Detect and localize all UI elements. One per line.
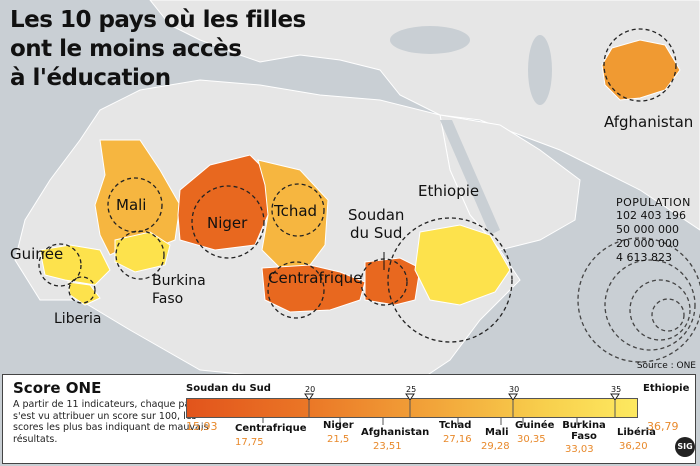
red-sea (440, 120, 500, 235)
map-title: Les 10 pays où les filles ont le moins a… (10, 6, 306, 93)
circle-burkina (115, 230, 165, 280)
label-tchad: Tchad (274, 202, 318, 220)
land-europe (149, 0, 700, 231)
label-guinee: Guinée (10, 245, 64, 263)
caspian-sea (528, 35, 552, 105)
circle-guinee (38, 243, 82, 287)
title-line-2: ont le moins accès (10, 36, 242, 62)
tick-35: 35 (611, 385, 622, 394)
label-afghanistan: Afghanistan (604, 113, 694, 131)
population-value-1: 102 403 196 (616, 209, 686, 222)
score-value-centrafrique: 17,75 (235, 437, 264, 448)
circle-liberia (68, 276, 96, 304)
label-burkina-line2: Faso (152, 291, 184, 307)
score-value-liberia: 36,20 (619, 441, 648, 452)
circle-afghanistan (603, 28, 677, 102)
score-name-afghanistan: Afghanistan (361, 427, 430, 438)
score-name-ethiopie: Ethiopie (643, 383, 690, 394)
title-line-3: à l'éducation (10, 65, 171, 91)
label-soudan: Soudan du Sud (348, 206, 404, 242)
score-value-afghanistan: 23,51 (373, 441, 402, 452)
score-name-mali: Mali (485, 427, 509, 438)
score-value-mali: 29,28 (481, 441, 510, 452)
country-centrafrique (261, 264, 366, 313)
black-sea (390, 26, 470, 54)
sig-logo: SIG (675, 437, 695, 457)
score-name-guinee: Guinée (515, 420, 555, 431)
country-guinee (39, 244, 111, 286)
score-markers (262, 393, 620, 425)
score-name-centrafrique: Centrafrique (235, 423, 307, 434)
population-scale (577, 237, 700, 363)
label-soudan-line1: Soudan (348, 206, 405, 224)
country-niger (177, 154, 271, 251)
score-name-niger: Niger (323, 420, 354, 431)
source-note: Source : ONE (636, 361, 696, 371)
circle-niger (191, 185, 265, 259)
label-ethiopie: Ethiopie (418, 182, 480, 200)
population-legend: POPULATION 102 403 196 50 000 000 20 000… (616, 196, 698, 265)
score-value-soudan: 15,93 (186, 420, 218, 433)
score-value-tchad: 27,16 (443, 434, 472, 445)
label-soudan-line2: du Sud (350, 224, 403, 242)
tick-25: 25 (406, 385, 417, 394)
circle-tchad (271, 183, 325, 237)
score-name-liberia: Libéria (617, 427, 656, 438)
label-niger: Niger (207, 214, 248, 232)
score-panel: Score ONE A partir de 11 indicateurs, ch… (2, 374, 696, 464)
country-afghanistan (601, 39, 681, 101)
score-name-tchad: Tchad (439, 420, 472, 431)
label-centrafrique: Centrafrique (268, 269, 363, 287)
score-value-ethiopie: 36,79 (647, 420, 679, 433)
circle-ethiopie (387, 217, 513, 343)
score-panel-title: Score ONE (13, 379, 102, 397)
label-liberia: Liberia (54, 311, 102, 327)
population-value-3: 20 000 000 (616, 237, 679, 250)
country-soudan-du-sud (364, 257, 421, 306)
label-mali: Mali (116, 196, 147, 214)
circle-centrafrique (267, 261, 325, 319)
score-gradient-bar (186, 398, 638, 418)
population-title: POPULATION (616, 196, 691, 209)
score-name-burkina: Burkina Faso (562, 420, 606, 442)
label-burkina: Burkina Faso (152, 272, 206, 308)
score-value-niger: 21,5 (327, 434, 350, 445)
score-panel-description: A partir de 11 indicateurs, chaque pays … (13, 399, 209, 445)
label-burkina-line1: Burkina (152, 273, 206, 289)
population-value-2: 50 000 000 (616, 223, 679, 236)
score-value-burkina: 33,03 (565, 444, 594, 455)
country-burkina (114, 231, 171, 273)
tick-20: 20 (305, 385, 316, 394)
score-value-guinee: 30,35 (517, 434, 546, 445)
population-value-4: 4 613 823 (616, 251, 672, 264)
score-name-soudan: Soudan du Sud (186, 383, 271, 394)
title-line-1: Les 10 pays où les filles (10, 7, 306, 33)
country-ethiopie (414, 224, 511, 306)
tick-30: 30 (509, 385, 520, 394)
